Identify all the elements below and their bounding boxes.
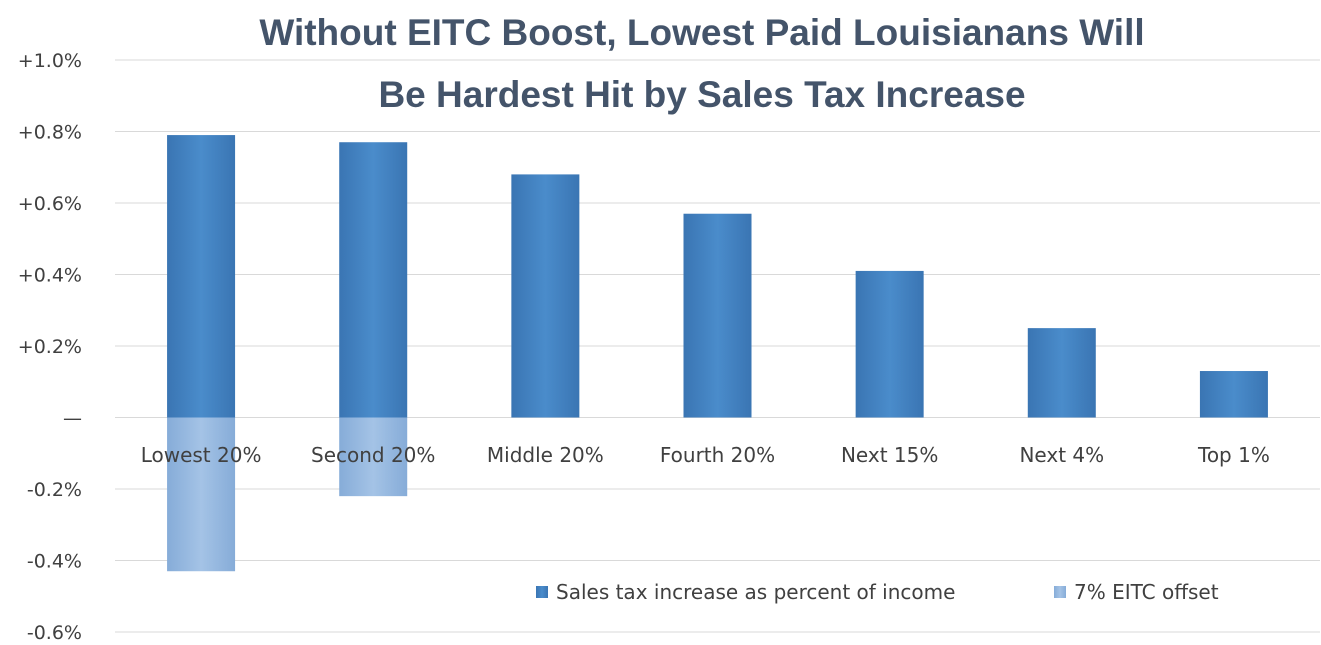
x-category-label: Next 4% [1019, 443, 1104, 467]
y-tick-label: +0.6% [18, 193, 82, 215]
y-tick-label: +0.2% [18, 336, 82, 358]
x-axis-categories: Lowest 20% Second 20% Middle 20% Fourth 20%… [141, 443, 1270, 467]
chart-title: Without EITC Boost, Lowest Paid Louisian… [259, 12, 1144, 115]
bar-sales-tax-0 [167, 135, 236, 418]
bar-eitc-offset-1 [339, 417, 408, 497]
bar-sales-tax-4 [855, 270, 924, 418]
bar-sales-tax-1 [339, 142, 408, 418]
y-tick-label: — [63, 408, 82, 430]
x-category-label: Fourth 20% [660, 443, 775, 467]
y-tick-label: +0.8% [18, 122, 82, 144]
bar-sales-tax-6 [1199, 371, 1268, 418]
x-category-label: Top 1% [1197, 443, 1270, 467]
x-category-label: Middle 20% [487, 443, 604, 467]
legend-label: Sales tax increase as percent of income [556, 580, 955, 604]
bar-sales-tax-3 [683, 213, 752, 418]
legend: Sales tax increase as percent of income 7… [536, 580, 1219, 604]
y-tick-label: -0.6% [27, 622, 82, 644]
x-category-label: Second 20% [311, 443, 435, 467]
legend-label: 7% EITC offset [1074, 580, 1219, 604]
y-axis-ticks: +1.0% +0.8% +0.6% +0.4% +0.2% — -0.2% -0.4% -0.6… [18, 50, 82, 644]
bars [167, 135, 1268, 572]
bar-sales-tax-2 [511, 174, 580, 418]
y-tick-label: +0.4% [18, 265, 82, 287]
bar-eitc-offset-0 [167, 417, 236, 572]
y-tick-label: -0.4% [27, 551, 82, 573]
chart-title-line: Be Hardest Hit by Sales Tax Increase [378, 74, 1025, 115]
y-tick-label: -0.2% [27, 479, 82, 501]
x-category-label: Next 15% [841, 443, 938, 467]
legend-swatch [1054, 586, 1066, 598]
chart-title-line: Without EITC Boost, Lowest Paid Louisian… [259, 12, 1144, 53]
y-tick-label: +1.0% [18, 50, 82, 72]
legend-swatch [536, 586, 548, 598]
bar-sales-tax-5 [1027, 328, 1096, 418]
x-category-label: Lowest 20% [141, 443, 262, 467]
